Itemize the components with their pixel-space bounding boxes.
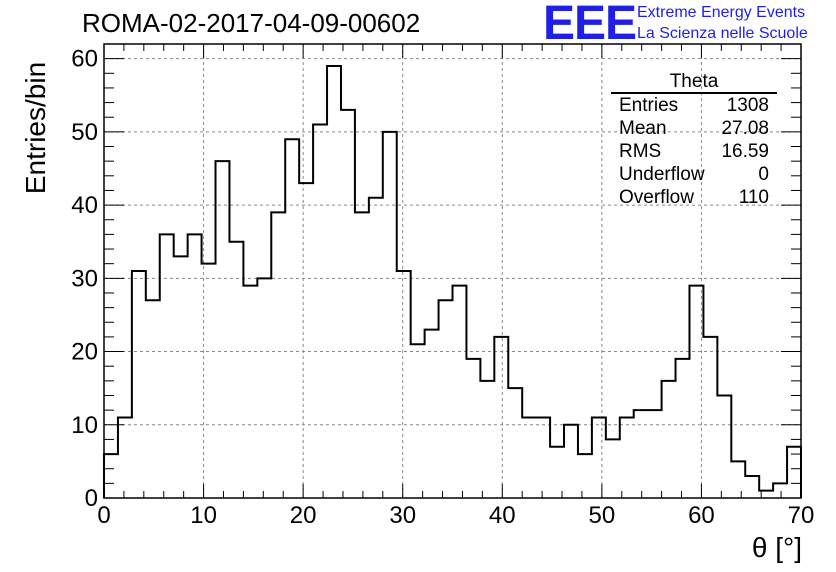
histogram-bin (648, 410, 662, 498)
y-tick-label: 0 (85, 485, 98, 512)
histogram-bin (383, 132, 397, 498)
stats-row-mean: Mean 27.08 (611, 117, 777, 140)
y-tick-label: 30 (71, 265, 98, 292)
histogram-bin (634, 410, 648, 498)
x-tick-label: 60 (688, 502, 715, 529)
org-name-line2: La Scienza nelle Scuole (637, 25, 808, 42)
histogram-bin (369, 198, 383, 498)
histogram-bin (327, 66, 341, 498)
stats-value: 16.59 (721, 141, 769, 162)
stats-value: 1308 (726, 95, 769, 116)
histogram-bin (425, 330, 439, 498)
histogram-bin (453, 286, 467, 498)
x-tick-label: 70 (788, 502, 815, 529)
histogram-bin (662, 381, 676, 498)
histogram-bin (397, 271, 411, 498)
x-tick-label: 30 (389, 502, 416, 529)
histogram-bin (773, 483, 787, 498)
stats-value: 27.08 (721, 118, 769, 139)
histogram-bin (494, 337, 508, 498)
stats-label: Entries (619, 95, 679, 116)
stats-label: RMS (619, 141, 662, 162)
stats-value: 110 (738, 187, 769, 208)
stats-label: Overflow (619, 187, 694, 208)
stats-row-entries: Entries 1308 (611, 94, 777, 117)
histogram-bin (341, 110, 355, 498)
histogram-bin (606, 439, 620, 498)
y-axis-label: Entries/bin (20, 61, 51, 195)
y-tick-label: 60 (71, 46, 98, 73)
x-axis-label: θ [°] (751, 532, 802, 563)
org-name-line1: Extreme Energy Events (637, 4, 806, 21)
histogram-bin (285, 139, 299, 498)
y-tick-label: 40 (71, 192, 98, 219)
histogram-bin (578, 454, 592, 498)
histogram-bin (229, 242, 243, 498)
histogram-bin (620, 417, 634, 498)
stats-row-rms: RMS 16.59 (611, 140, 777, 163)
histogram-bin (592, 417, 606, 498)
stats-histogram-name: Theta (611, 72, 777, 94)
histogram-bin (132, 271, 146, 498)
stats-row-overflow: Overflow 110 (611, 186, 777, 209)
histogram-bin (745, 476, 759, 498)
histogram-bin (439, 300, 453, 498)
histogram-bin (480, 381, 494, 498)
x-tick-label: 40 (489, 502, 516, 529)
x-tick-label: 20 (290, 502, 317, 529)
histogram-bin (564, 425, 578, 498)
histogram-bin (355, 212, 369, 498)
histogram-bin (313, 125, 327, 498)
stats-box: Theta Entries 1308 Mean 27.08 RMS 16.59 … (611, 72, 777, 209)
histogram-bin (257, 278, 271, 498)
chart-title: ROMA-02-2017-04-09-00602 (82, 8, 421, 38)
stats-value: 0 (758, 164, 769, 185)
histogram-bin (536, 417, 550, 498)
histogram-bin (118, 417, 132, 498)
y-tick-label: 50 (71, 119, 98, 146)
histogram-bin (299, 183, 313, 498)
histogram-bin (146, 300, 160, 498)
x-tick-label: 50 (589, 502, 616, 529)
histogram-bin (188, 234, 202, 498)
histogram-outline (103, 64, 802, 498)
histogram-bin (522, 417, 536, 498)
histogram-bin (550, 447, 564, 498)
histogram-bin (174, 256, 188, 498)
histogram-bin (160, 234, 174, 498)
y-tick-label: 10 (71, 412, 98, 439)
x-tick-label: 10 (190, 502, 217, 529)
histogram-bin (676, 359, 690, 498)
x-tick-label: 0 (97, 502, 110, 529)
y-tick-label: 20 (71, 339, 98, 366)
histogram-bin (243, 286, 257, 498)
plot-frame (103, 43, 802, 499)
histogram-bin (411, 344, 425, 498)
histogram-bin (717, 395, 731, 498)
histogram-bin (216, 161, 230, 498)
histogram-bin (508, 388, 522, 498)
histogram-bin (731, 461, 745, 498)
histogram-bin (271, 212, 285, 498)
histogram-bin (104, 454, 118, 498)
stats-label: Underflow (619, 164, 705, 185)
histogram-bin (466, 359, 480, 498)
stats-label: Mean (619, 118, 667, 139)
histogram-bin (703, 337, 717, 498)
eee-logo: EEE (543, 0, 637, 50)
stats-row-underflow: Underflow 0 (611, 163, 777, 186)
